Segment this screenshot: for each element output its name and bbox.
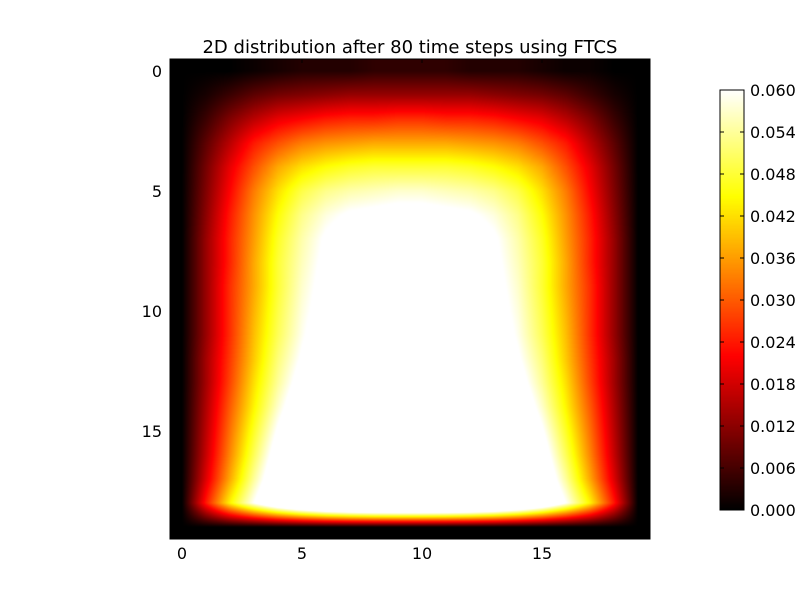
colorbar-tick-label: 0.048 [750, 165, 796, 184]
colorbar-tick-label: 0.006 [750, 459, 796, 478]
colorbar-tick-label: 0.042 [750, 207, 796, 226]
x-tick-label: 15 [532, 544, 552, 563]
colorbar-tick-label: 0.012 [750, 417, 796, 436]
x-axis-ticks: 0 5 10 15 [177, 59, 552, 563]
y-tick-label: 5 [152, 182, 162, 201]
colorbar-ticks: 0.000 0.006 0.012 0.018 0.024 0.030 0.036 0.042… [720, 81, 796, 520]
colorbar-tick-label: 0.018 [750, 375, 796, 394]
y-tick-label: 10 [142, 302, 162, 321]
colorbar-tick-label: 0.000 [750, 501, 796, 520]
colorbar-tick-label: 0.060 [750, 81, 796, 100]
colorbar-tick-label: 0.030 [750, 291, 796, 310]
x-tick-label: 5 [297, 544, 307, 563]
heatmap-image-container [170, 59, 650, 539]
y-tick-label: 0 [152, 62, 162, 81]
heatmap-image [170, 59, 650, 539]
y-tick-label: 15 [142, 422, 162, 441]
colorbar-tick-label: 0.024 [750, 333, 796, 352]
plot-frame [169, 58, 651, 540]
chart-title: 2D distribution after 80 time steps usin… [202, 37, 617, 58]
x-tick-label: 0 [177, 544, 187, 563]
y-axis-ticks: 0 5 10 15 [142, 62, 650, 441]
colorbar-tick-label: 0.054 [750, 123, 796, 142]
x-tick-label: 10 [412, 544, 432, 563]
colorbar-tick-label: 0.036 [750, 249, 796, 268]
